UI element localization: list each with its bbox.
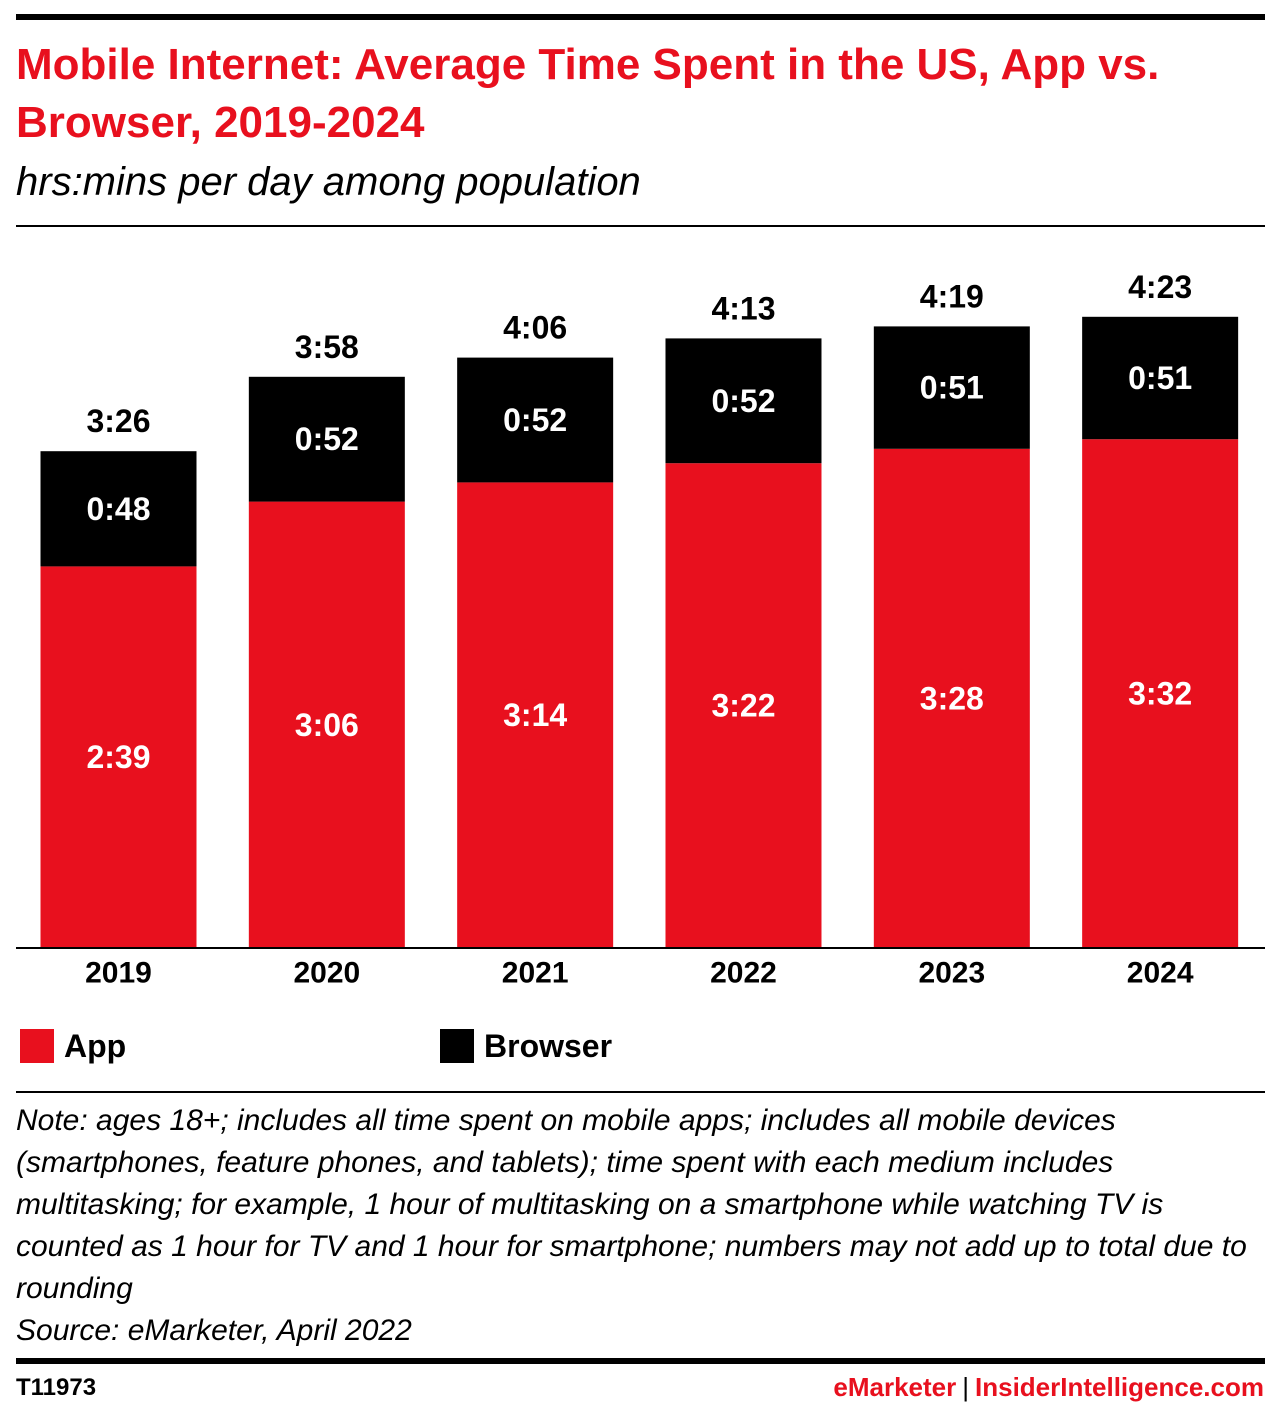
footer-rule [16, 1358, 1265, 1364]
label-app-2023: 3:28 [920, 680, 984, 716]
stacked-bar-chart: 2:39 0:48 3:26 2019 3:06 0:52 3:58 2020 3:14 0:52… [16, 269, 1265, 990]
x-tick-2022: 2022 [710, 957, 777, 990]
label-total-2021: 4:06 [503, 310, 567, 346]
bar-app-2021 [457, 482, 614, 948]
chart-id: T11973 [16, 1374, 97, 1401]
bar-app-2020 [248, 501, 405, 948]
legend-swatch-app [20, 1029, 54, 1063]
title-divider [16, 225, 1265, 227]
top-rule [16, 14, 1265, 20]
label-total-2020: 3:58 [295, 329, 359, 365]
x-tick-2023: 2023 [918, 957, 985, 990]
bar-browser-2019 [40, 451, 197, 567]
label-total-2024: 4:23 [1128, 269, 1192, 305]
bar-app-2024 [1082, 439, 1239, 948]
chart-source: Source: eMarketer, April 2022 [16, 1314, 412, 1347]
bar-browser-2024 [1082, 316, 1239, 440]
label-app-2024: 3:32 [1128, 676, 1192, 712]
chart-note: Note: ages 18+; includes all time spent … [16, 1104, 1247, 1305]
brand-footer: eMarketer | InsiderIntelligence.com [833, 1372, 1264, 1403]
chart-title: Mobile Internet: Average Time Spent in t… [16, 40, 1160, 147]
legend-label-browser: Browser [484, 1027, 613, 1064]
bar-browser-2021 [457, 357, 614, 483]
label-browser-2020: 0:52 [295, 421, 359, 457]
brand-separator: | [962, 1372, 970, 1402]
label-app-2019: 2:39 [86, 739, 150, 775]
brand-emarketer: eMarketer [833, 1372, 957, 1402]
legend-item-browser: Browser [440, 1024, 612, 1068]
label-total-2019: 3:26 [86, 403, 150, 439]
brand-insider-intelligence: InsiderIntelligence.com [975, 1372, 1264, 1402]
chart-legend: App Browser [16, 1024, 1256, 1068]
x-tick-2024: 2024 [1127, 957, 1194, 990]
label-app-2022: 3:22 [711, 688, 775, 724]
bar-browser-2023 [873, 326, 1030, 449]
legend-divider [16, 1091, 1265, 1093]
bar-app-2019 [40, 566, 197, 948]
x-tick-2019: 2019 [85, 957, 152, 990]
bar-browser-2022 [665, 338, 822, 464]
x-tick-2020: 2020 [293, 957, 360, 990]
label-browser-2022: 0:52 [711, 383, 775, 419]
label-total-2022: 4:13 [711, 290, 775, 326]
bar-app-2023 [873, 448, 1030, 948]
chart-subtitle: hrs:mins per day among population [16, 160, 641, 204]
legend-label-app: App [64, 1027, 127, 1064]
label-browser-2021: 0:52 [503, 402, 567, 438]
x-tick-2021: 2021 [502, 957, 569, 990]
legend-item-app: App [20, 1024, 126, 1068]
label-browser-2023: 0:51 [920, 370, 984, 406]
label-browser-2019: 0:48 [86, 491, 150, 527]
label-total-2023: 4:19 [920, 278, 984, 314]
legend-swatch-browser [440, 1029, 474, 1063]
bar-app-2022 [665, 463, 822, 948]
bar-browser-2020 [248, 376, 405, 502]
label-browser-2024: 0:51 [1128, 360, 1192, 396]
label-app-2020: 3:06 [295, 707, 359, 743]
label-app-2021: 3:14 [503, 697, 567, 733]
